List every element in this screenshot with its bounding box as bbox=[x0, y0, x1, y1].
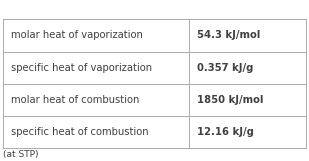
Text: specific heat of combustion: specific heat of combustion bbox=[11, 127, 148, 137]
Text: 12.16 kJ/g: 12.16 kJ/g bbox=[197, 127, 254, 137]
Text: 0.357 kJ/g: 0.357 kJ/g bbox=[197, 63, 253, 73]
Text: (at STP): (at STP) bbox=[3, 150, 39, 159]
Text: 54.3 kJ/mol: 54.3 kJ/mol bbox=[197, 30, 260, 40]
Text: specific heat of vaporization: specific heat of vaporization bbox=[11, 63, 152, 73]
Text: molar heat of combustion: molar heat of combustion bbox=[11, 95, 139, 105]
Text: molar heat of vaporization: molar heat of vaporization bbox=[11, 30, 143, 40]
Text: 1850 kJ/mol: 1850 kJ/mol bbox=[197, 95, 264, 105]
